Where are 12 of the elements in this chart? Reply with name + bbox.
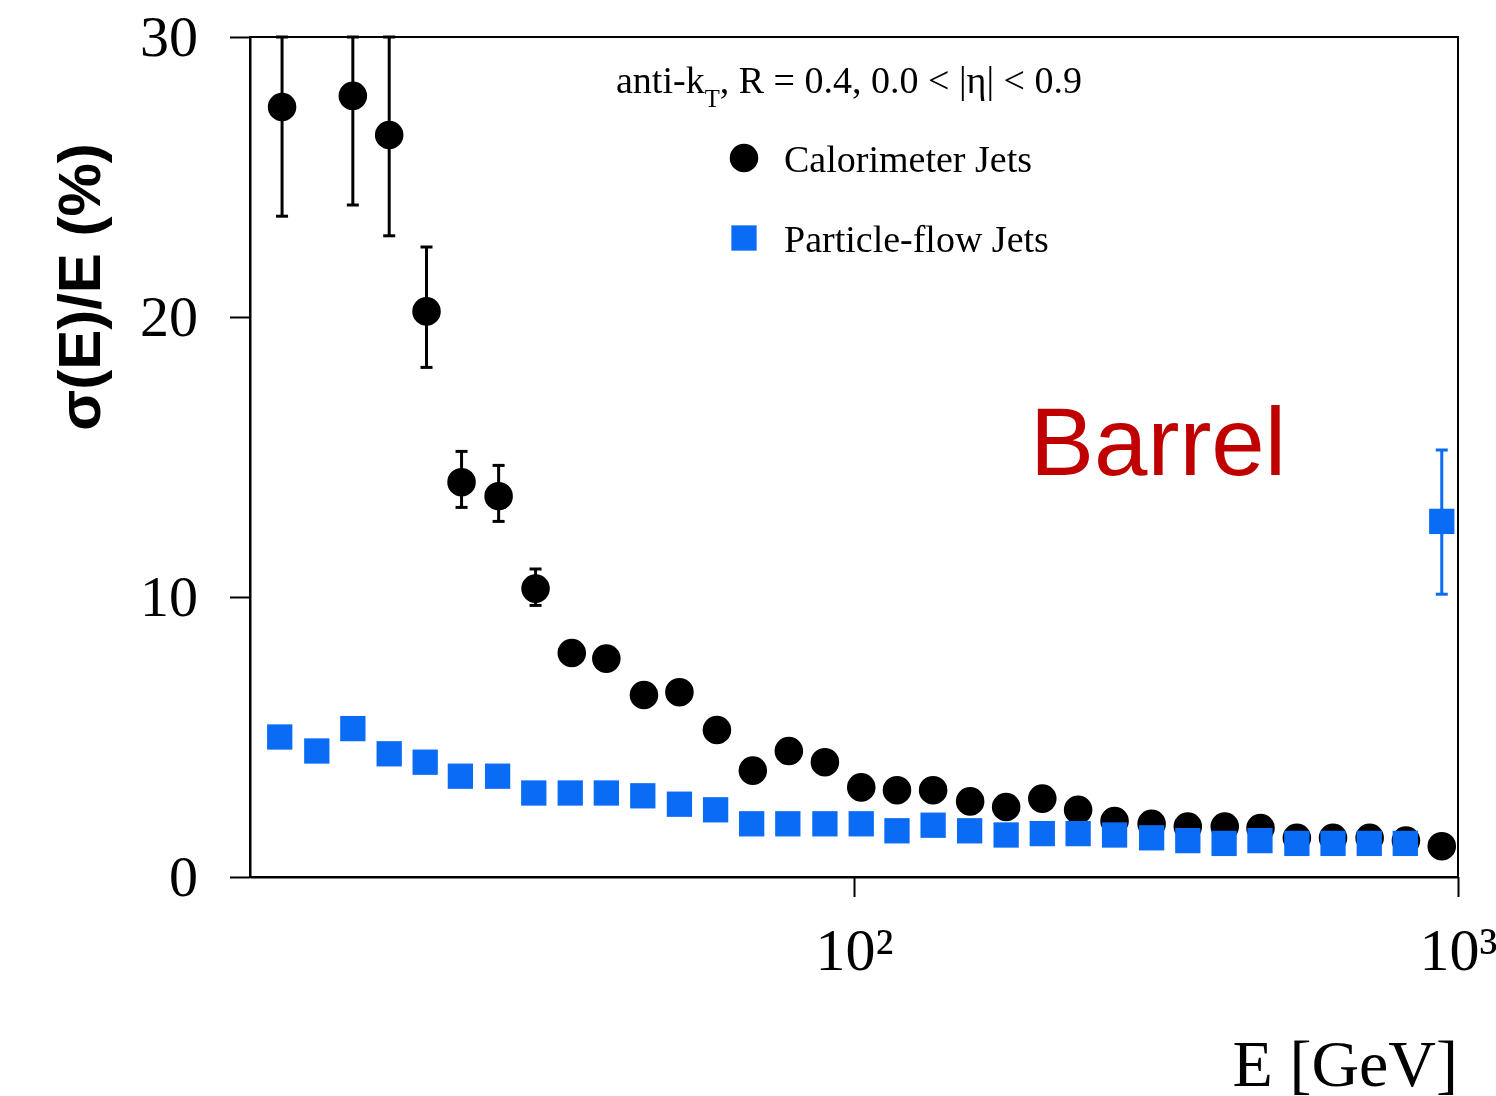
y-axis-title: σ(E)/E (%) <box>46 143 113 431</box>
x-tick-label: 10³ <box>1419 916 1496 983</box>
x-axis-title: E [GeV] <box>1232 1027 1458 1096</box>
y-tick-label: 30 <box>140 4 198 70</box>
y-tick-label: 20 <box>140 284 198 350</box>
annotation: anti-k$_{T}$, R = 0.4, 0.0 < |η| < 0.9 <box>616 59 1082 112</box>
y-tick-label: 10 <box>140 564 198 630</box>
legend-label: Calorimeter Jets <box>784 138 1032 180</box>
x-tick-label: 10² <box>815 916 894 983</box>
y-tick-label: 0 <box>169 844 198 910</box>
legend-label: Particle-flow Jets <box>784 218 1049 260</box>
annotation: Barrel <box>1030 388 1287 495</box>
